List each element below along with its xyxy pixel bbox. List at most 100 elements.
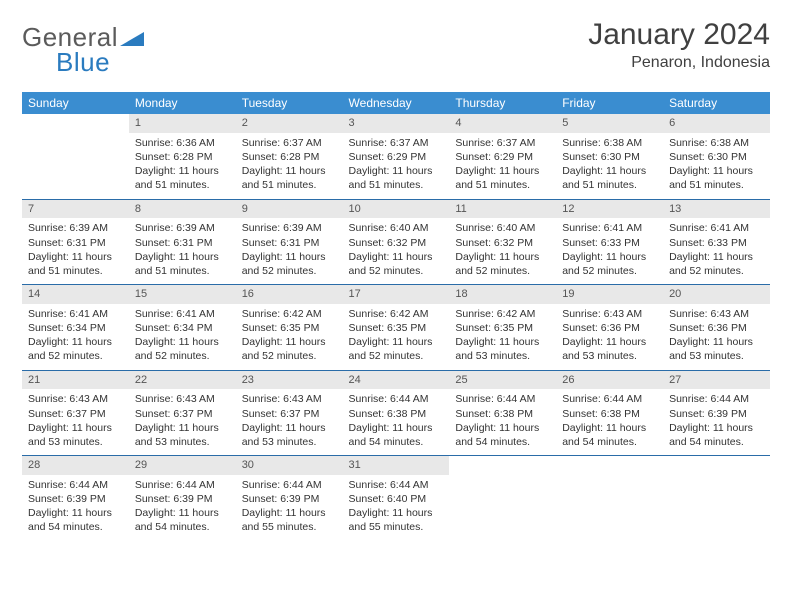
calendar-cell: 30Sunrise: 6:44 AMSunset: 6:39 PMDayligh… [236,456,343,541]
day-header: Friday [556,92,663,114]
day-content: Sunrise: 6:39 AMSunset: 6:31 PMDaylight:… [236,218,343,284]
day-content: Sunrise: 6:42 AMSunset: 6:35 PMDaylight:… [236,304,343,370]
calendar-cell: . [556,456,663,541]
day-content: Sunrise: 6:43 AMSunset: 6:36 PMDaylight:… [556,304,663,370]
calendar-cell: 14Sunrise: 6:41 AMSunset: 6:34 PMDayligh… [22,285,129,371]
calendar-body: . 1Sunrise: 6:36 AMSunset: 6:28 PMDaylig… [22,114,770,541]
calendar-cell: 18Sunrise: 6:42 AMSunset: 6:35 PMDayligh… [449,285,556,371]
calendar-week: 28Sunrise: 6:44 AMSunset: 6:39 PMDayligh… [22,456,770,541]
day-number: 11 [449,200,556,219]
day-content: Sunrise: 6:38 AMSunset: 6:30 PMDaylight:… [556,133,663,199]
day-content: Sunrise: 6:44 AMSunset: 6:39 PMDaylight:… [663,389,770,455]
day-number: 20 [663,285,770,304]
day-content: Sunrise: 6:44 AMSunset: 6:39 PMDaylight:… [22,475,129,541]
calendar-cell: 15Sunrise: 6:41 AMSunset: 6:34 PMDayligh… [129,285,236,371]
day-content: Sunrise: 6:37 AMSunset: 6:28 PMDaylight:… [236,133,343,199]
calendar-cell: 7Sunrise: 6:39 AMSunset: 6:31 PMDaylight… [22,199,129,285]
day-number: 16 [236,285,343,304]
calendar-cell: . [663,456,770,541]
day-content: Sunrise: 6:43 AMSunset: 6:37 PMDaylight:… [236,389,343,455]
day-number: 4 [449,114,556,133]
day-content: Sunrise: 6:44 AMSunset: 6:38 PMDaylight:… [449,389,556,455]
day-content: Sunrise: 6:44 AMSunset: 6:39 PMDaylight:… [236,475,343,541]
calendar-week: 21Sunrise: 6:43 AMSunset: 6:37 PMDayligh… [22,370,770,456]
calendar-week: 14Sunrise: 6:41 AMSunset: 6:34 PMDayligh… [22,285,770,371]
day-content: Sunrise: 6:44 AMSunset: 6:38 PMDaylight:… [343,389,450,455]
calendar-cell: 8Sunrise: 6:39 AMSunset: 6:31 PMDaylight… [129,199,236,285]
day-content: Sunrise: 6:43 AMSunset: 6:37 PMDaylight:… [22,389,129,455]
location-text: Penaron, Indonesia [588,54,770,72]
day-number: 2 [236,114,343,133]
day-number: 14 [22,285,129,304]
day-number: 26 [556,371,663,390]
day-number: 12 [556,200,663,219]
calendar-cell: 1Sunrise: 6:36 AMSunset: 6:28 PMDaylight… [129,114,236,199]
day-number: 19 [556,285,663,304]
day-number: 31 [343,456,450,475]
month-title: January 2024 [588,18,770,52]
calendar-cell: 23Sunrise: 6:43 AMSunset: 6:37 PMDayligh… [236,370,343,456]
calendar-cell: 28Sunrise: 6:44 AMSunset: 6:39 PMDayligh… [22,456,129,541]
day-number: 10 [343,200,450,219]
day-number: 30 [236,456,343,475]
calendar-cell: . [22,114,129,199]
day-number: 13 [663,200,770,219]
day-number: 3 [343,114,450,133]
day-header-row: SundayMondayTuesdayWednesdayThursdayFrid… [22,92,770,114]
day-content: Sunrise: 6:41 AMSunset: 6:33 PMDaylight:… [556,218,663,284]
calendar-cell: 20Sunrise: 6:43 AMSunset: 6:36 PMDayligh… [663,285,770,371]
day-number: 6 [663,114,770,133]
day-header: Saturday [663,92,770,114]
day-number: 8 [129,200,236,219]
day-content: Sunrise: 6:43 AMSunset: 6:37 PMDaylight:… [129,389,236,455]
day-content: Sunrise: 6:37 AMSunset: 6:29 PMDaylight:… [343,133,450,199]
day-number: 18 [449,285,556,304]
calendar-cell: 31Sunrise: 6:44 AMSunset: 6:40 PMDayligh… [343,456,450,541]
logo: GeneralBlue [22,22,144,78]
calendar-cell: 29Sunrise: 6:44 AMSunset: 6:39 PMDayligh… [129,456,236,541]
calendar-cell: 12Sunrise: 6:41 AMSunset: 6:33 PMDayligh… [556,199,663,285]
calendar-cell: 3Sunrise: 6:37 AMSunset: 6:29 PMDaylight… [343,114,450,199]
calendar-cell: 22Sunrise: 6:43 AMSunset: 6:37 PMDayligh… [129,370,236,456]
day-content: Sunrise: 6:36 AMSunset: 6:28 PMDaylight:… [129,133,236,199]
day-content: Sunrise: 6:38 AMSunset: 6:30 PMDaylight:… [663,133,770,199]
day-content: Sunrise: 6:40 AMSunset: 6:32 PMDaylight:… [449,218,556,284]
day-content: Sunrise: 6:42 AMSunset: 6:35 PMDaylight:… [343,304,450,370]
day-number: 28 [22,456,129,475]
day-number: 9 [236,200,343,219]
calendar-cell: 16Sunrise: 6:42 AMSunset: 6:35 PMDayligh… [236,285,343,371]
day-content: Sunrise: 6:39 AMSunset: 6:31 PMDaylight:… [22,218,129,284]
day-number: 15 [129,285,236,304]
calendar-cell: 4Sunrise: 6:37 AMSunset: 6:29 PMDaylight… [449,114,556,199]
calendar-cell: 17Sunrise: 6:42 AMSunset: 6:35 PMDayligh… [343,285,450,371]
calendar-cell: 25Sunrise: 6:44 AMSunset: 6:38 PMDayligh… [449,370,556,456]
day-number: 5 [556,114,663,133]
calendar-cell: 10Sunrise: 6:40 AMSunset: 6:32 PMDayligh… [343,199,450,285]
calendar-week: . 1Sunrise: 6:36 AMSunset: 6:28 PMDaylig… [22,114,770,199]
day-content: Sunrise: 6:40 AMSunset: 6:32 PMDaylight:… [343,218,450,284]
day-number: 1 [129,114,236,133]
day-number: 29 [129,456,236,475]
day-content: Sunrise: 6:41 AMSunset: 6:33 PMDaylight:… [663,218,770,284]
day-header: Monday [129,92,236,114]
day-number: 7 [22,200,129,219]
calendar-cell: 21Sunrise: 6:43 AMSunset: 6:37 PMDayligh… [22,370,129,456]
calendar-cell: 5Sunrise: 6:38 AMSunset: 6:30 PMDaylight… [556,114,663,199]
logo-triangle-icon [120,30,144,51]
day-number: 17 [343,285,450,304]
logo-text-blue: Blue [56,47,110,78]
day-number: 24 [343,371,450,390]
calendar-cell: 2Sunrise: 6:37 AMSunset: 6:28 PMDaylight… [236,114,343,199]
day-content: Sunrise: 6:44 AMSunset: 6:40 PMDaylight:… [343,475,450,541]
day-number: 27 [663,371,770,390]
calendar-week: 7Sunrise: 6:39 AMSunset: 6:31 PMDaylight… [22,199,770,285]
day-number: 23 [236,371,343,390]
day-number: 21 [22,371,129,390]
day-header: Thursday [449,92,556,114]
day-content: Sunrise: 6:43 AMSunset: 6:36 PMDaylight:… [663,304,770,370]
calendar-cell: 9Sunrise: 6:39 AMSunset: 6:31 PMDaylight… [236,199,343,285]
day-content: Sunrise: 6:44 AMSunset: 6:38 PMDaylight:… [556,389,663,455]
calendar-cell: 24Sunrise: 6:44 AMSunset: 6:38 PMDayligh… [343,370,450,456]
day-header: Wednesday [343,92,450,114]
calendar-cell: . [449,456,556,541]
